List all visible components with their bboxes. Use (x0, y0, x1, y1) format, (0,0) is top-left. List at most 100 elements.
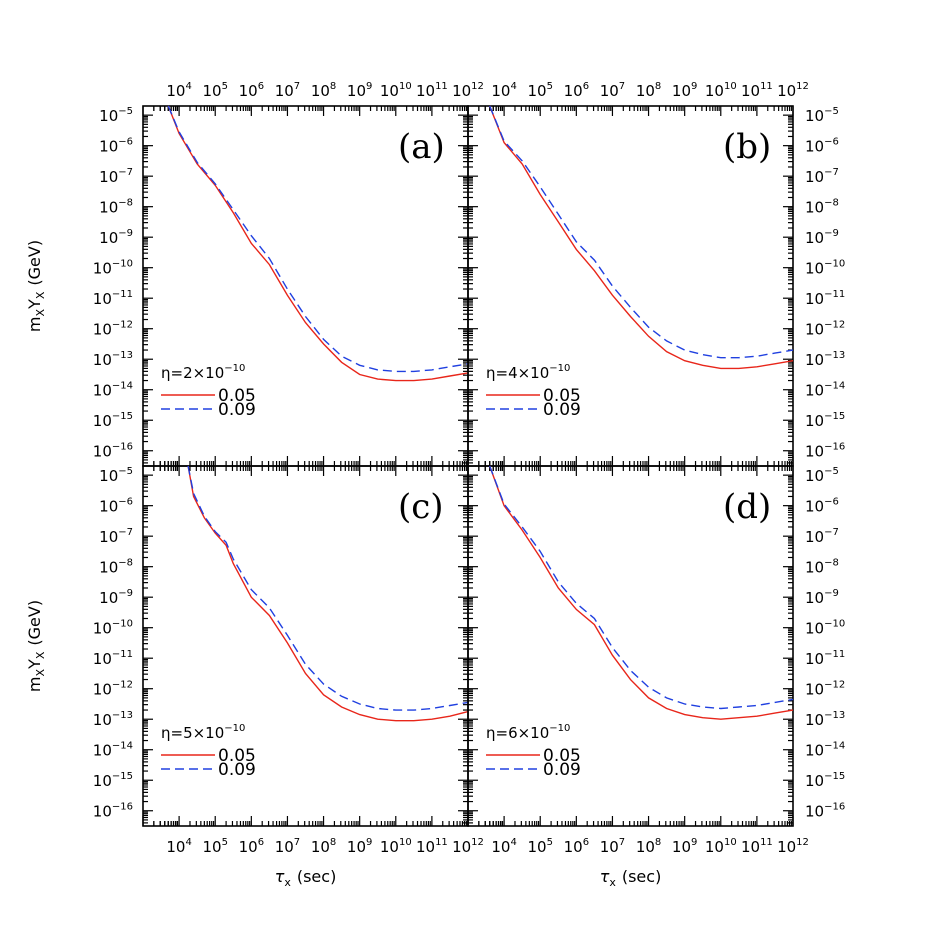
y-tick-label-right: 10−5 (805, 466, 839, 485)
panel-tag: (c) (398, 487, 444, 527)
y-tick-label-left: 10−13 (93, 350, 133, 369)
y-axis-main: m (25, 316, 44, 332)
x-tick-label-top: 105 (527, 81, 552, 100)
tick-base: 10 (99, 467, 118, 485)
tick-base: 10 (805, 290, 824, 308)
tick-exponent: −5 (824, 106, 839, 117)
legend-label: 0.09 (543, 760, 581, 780)
tick-exponent: −13 (112, 350, 133, 361)
x-tick-label-top: 1010 (380, 81, 412, 100)
x-tick-label-top: 107 (600, 81, 625, 100)
tick-exponent: −5 (118, 466, 133, 477)
tick-exponent: −11 (112, 649, 133, 660)
tick-exponent: −16 (824, 802, 845, 813)
tick-exponent: −13 (824, 710, 845, 721)
tick-exponent: 4 (185, 837, 191, 848)
tick-base: 10 (239, 82, 258, 100)
panel-tag: (d) (723, 487, 771, 527)
x-tick-label-bottom: 106 (564, 837, 589, 856)
series-line-0.09 (489, 105, 794, 359)
tick-exponent: −7 (118, 527, 133, 538)
tick-exponent: 9 (691, 81, 697, 92)
y-tick-label-left: 10−8 (99, 558, 133, 577)
y-tick-label-left: 10−7 (99, 167, 133, 186)
y-tick-label-left: 10−15 (93, 411, 133, 430)
x-axis-title: τx (sec) (275, 867, 337, 889)
series-line-0.05 (489, 465, 794, 720)
tick-exponent: −14 (112, 741, 133, 752)
tick-base: 10 (416, 82, 435, 100)
tick-base: 10 (600, 838, 619, 856)
tick-exponent: −15 (112, 411, 133, 422)
tick-base: 10 (805, 168, 824, 186)
legend-label: 0.05 (543, 746, 581, 766)
tick-base: 10 (93, 620, 112, 638)
tick-base: 10 (805, 589, 824, 607)
x-tick-label-bottom: 109 (672, 837, 697, 856)
tick-base: 10 (705, 82, 724, 100)
tick-exponent: 12 (471, 837, 484, 848)
tick-base: 10 (805, 229, 824, 247)
y-tick-label-left: 10−11 (93, 289, 133, 308)
tick-exponent: −12 (112, 320, 133, 331)
tick-base: 10 (93, 382, 112, 400)
series-line-0.09 (187, 465, 469, 711)
tick-exponent: −15 (824, 771, 845, 782)
tick-exponent: −13 (824, 350, 845, 361)
tick-exponent: 11 (760, 837, 773, 848)
y-tick-label-left: 10−14 (93, 741, 133, 760)
tick-base: 10 (805, 107, 824, 125)
y-tick-label-right: 10−8 (805, 198, 839, 217)
tick-exponent: −10 (112, 619, 133, 630)
x-tick-label-top: 109 (672, 81, 697, 100)
tick-exponent: 4 (510, 81, 516, 92)
tick-exponent: 6 (583, 837, 589, 848)
tick-base: 10 (380, 82, 399, 100)
x-tick-label-bottom: 104 (166, 837, 191, 856)
eta-label: η=6×10−10 (486, 723, 570, 742)
tick-exponent: 6 (258, 837, 264, 848)
legend-label: 0.05 (218, 386, 256, 406)
y-tick-label-right: 10−11 (805, 649, 845, 668)
tick-base: 10 (777, 82, 796, 100)
eta-exponent: −10 (549, 363, 570, 374)
y-axis-title: mXYX(GeV) (25, 600, 47, 692)
tick-exponent: −10 (112, 259, 133, 270)
tick-base: 10 (805, 681, 824, 699)
tick-base: 10 (99, 107, 118, 125)
tick-exponent: −12 (824, 680, 845, 691)
tick-base: 10 (491, 82, 510, 100)
x-tick-label-bottom: 1012 (777, 837, 809, 856)
tick-base: 10 (416, 838, 435, 856)
y-tick-label-left: 10−6 (99, 497, 133, 516)
tick-exponent: 7 (619, 81, 625, 92)
tick-exponent: −9 (824, 228, 839, 239)
tick-exponent: 7 (619, 837, 625, 848)
tick-base: 10 (705, 838, 724, 856)
y-tick-label-right: 10−15 (805, 411, 845, 430)
x-axis-unit: (sec) (622, 867, 661, 886)
tick-exponent: 5 (222, 81, 228, 92)
x-tick-label-bottom: 1010 (380, 837, 412, 856)
legend-label: 0.09 (218, 400, 256, 420)
eta-text: η=4×10 (486, 364, 549, 382)
tick-exponent: −6 (824, 497, 839, 508)
y-axis-mid: Y (25, 299, 44, 310)
tick-exponent: 10 (399, 837, 412, 848)
tick-exponent: −8 (118, 198, 133, 209)
tick-exponent: −14 (824, 741, 845, 752)
tick-exponent: −12 (824, 320, 845, 331)
tick-exponent: 9 (366, 837, 372, 848)
y-tick-label-left: 10−6 (99, 137, 133, 156)
y-tick-label-right: 10−16 (805, 802, 845, 821)
y-tick-label-right: 10−6 (805, 497, 839, 516)
series-line-0.05 (489, 105, 794, 370)
y-axis-sub2: X (34, 651, 47, 659)
x-tick-label-top: 105 (202, 81, 227, 100)
y-axis-main: m (25, 676, 44, 692)
tick-exponent: −13 (112, 710, 133, 721)
panel-c: (c) η=5×10−10 0.050.09 (142, 465, 469, 827)
y-tick-label-right: 10−7 (805, 527, 839, 546)
tick-exponent: −16 (112, 802, 133, 813)
tick-exponent: 8 (330, 81, 336, 92)
